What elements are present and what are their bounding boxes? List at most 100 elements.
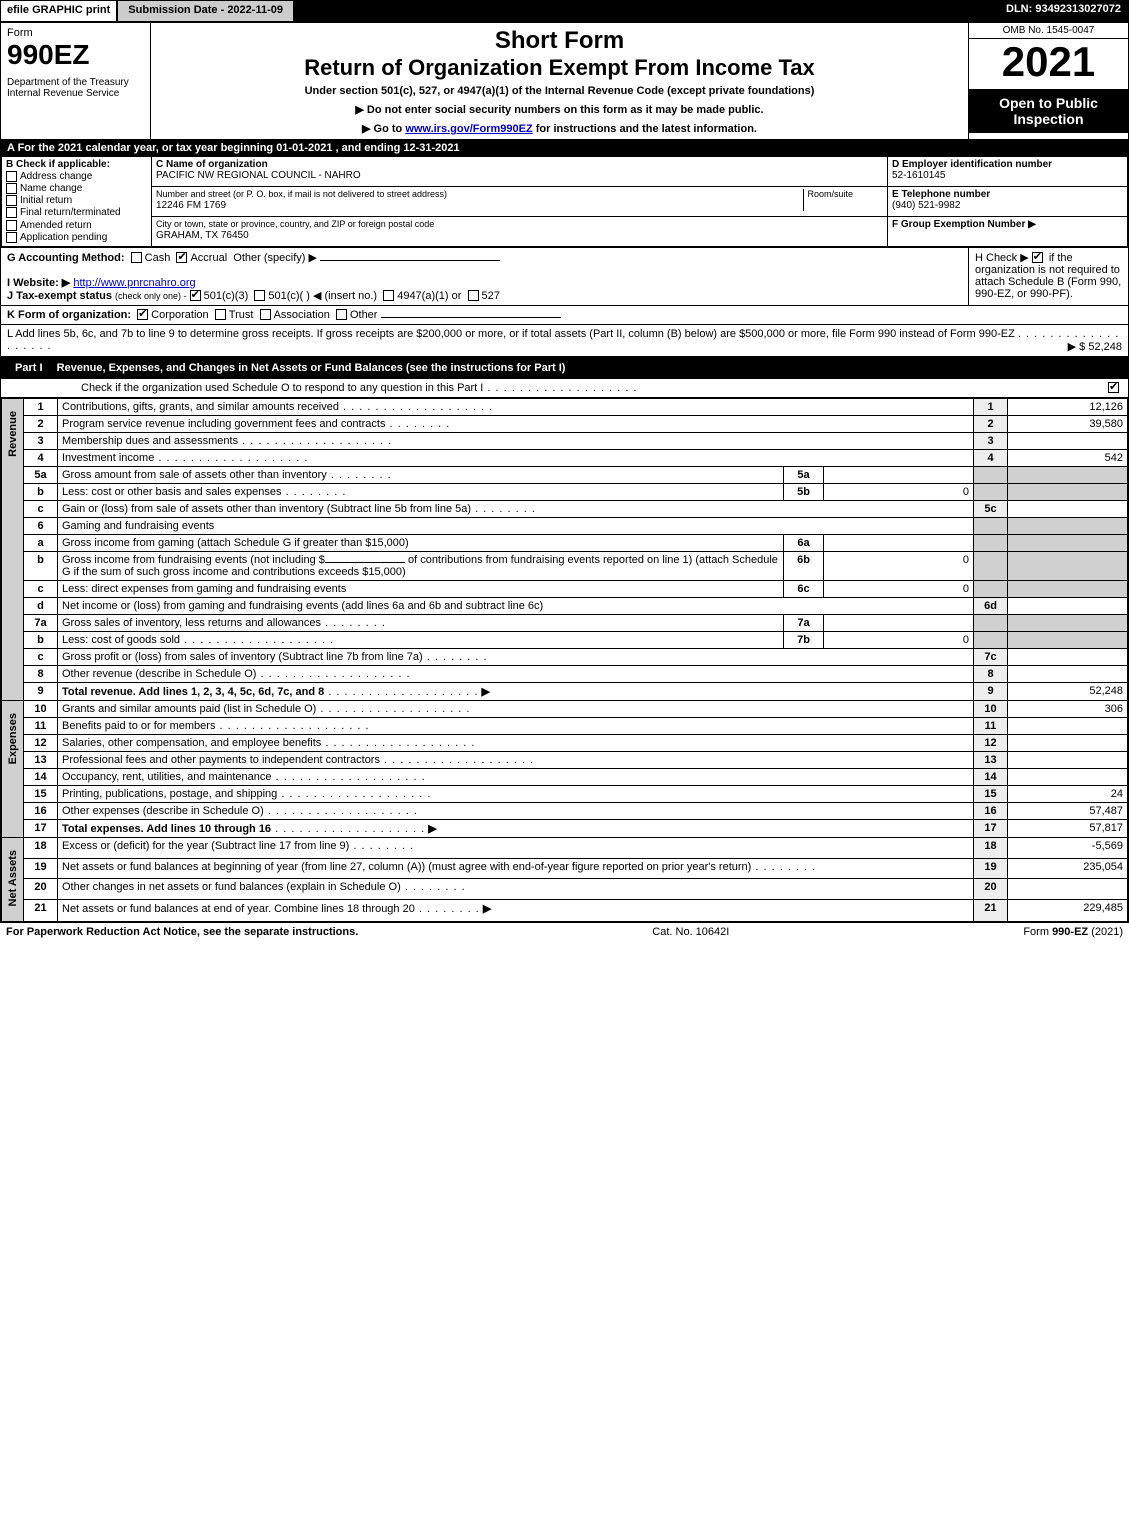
g-cash-check[interactable]: [131, 252, 142, 263]
line-14-num: 14: [24, 768, 58, 785]
omb-number: OMB No. 1545-0047: [969, 23, 1128, 39]
line-3-rv: [1008, 432, 1128, 449]
line-7c-rv: [1008, 648, 1128, 665]
g-other: Other (specify) ▶: [233, 252, 317, 264]
g-accrual: Accrual: [190, 252, 227, 264]
k-assoc-check[interactable]: [260, 309, 271, 320]
line-6-desc: Gaming and fundraising events: [58, 517, 974, 534]
website-link[interactable]: http://www.pnrcnahro.org: [73, 277, 195, 289]
b-opt-final[interactable]: Final return/terminated: [6, 207, 147, 218]
k-other: Other: [350, 309, 378, 321]
org-name: PACIFIC NW REGIONAL COUNCIL - NAHRO: [156, 170, 361, 181]
l-amount: ▶ $ 52,248: [1068, 340, 1122, 353]
line-7b-desc: Less: cost of goods sold: [58, 631, 784, 648]
line-8-rv: [1008, 665, 1128, 682]
line-6c-num: c: [24, 580, 58, 597]
form-table: Form 990EZ Department of the Treasury In…: [0, 22, 1129, 923]
efile-print[interactable]: efile GRAPHIC print: [0, 0, 117, 22]
line-3-num: 3: [24, 432, 58, 449]
dln: DLN: 93492313027072: [294, 0, 1129, 22]
h-check[interactable]: [1032, 252, 1043, 263]
line-15-num: 15: [24, 785, 58, 802]
line-1-rn: 1: [974, 398, 1008, 415]
main-title: Return of Organization Exempt From Incom…: [159, 55, 960, 81]
line-7b-sv: 0: [824, 631, 974, 648]
line-17-rv: 57,817: [1008, 819, 1128, 837]
line-19-num: 19: [24, 858, 58, 879]
g-cell: G Accounting Method: Cash Accrual Other …: [1, 247, 969, 305]
line-9-desc: Total revenue. Add lines 1, 2, 3, 4, 5c,…: [58, 682, 974, 700]
line-6c-sn: 6c: [784, 580, 824, 597]
line-2-desc: Program service revenue including govern…: [58, 415, 974, 432]
line-12-rv: [1008, 734, 1128, 751]
j-4947-check[interactable]: [383, 290, 394, 301]
k-trust-check[interactable]: [215, 309, 226, 320]
j-label: J Tax-exempt status: [7, 290, 112, 302]
b-label: B Check if applicable:: [6, 159, 110, 170]
line-7c-rn: 7c: [974, 648, 1008, 665]
line-10-rv: 306: [1008, 700, 1128, 717]
form-number: 990EZ: [7, 39, 144, 71]
k-label: K Form of organization:: [7, 309, 131, 321]
line-13-desc: Professional fees and other payments to …: [58, 751, 974, 768]
c-street-label: Number and street (or P. O. box, if mail…: [156, 189, 447, 199]
f-cell: F Group Exemption Number ▶: [888, 216, 1128, 246]
part-i-checkbox[interactable]: [1108, 382, 1119, 393]
line-2-rv: 39,580: [1008, 415, 1128, 432]
line-19-rv: 235,054: [1008, 858, 1128, 879]
line-16-desc: Other expenses (describe in Schedule O): [58, 802, 974, 819]
b-opt-pending[interactable]: Application pending: [6, 232, 147, 243]
line-7a-sv: [824, 614, 974, 631]
line-11-rn: 11: [974, 717, 1008, 734]
phone: (940) 521-9982: [892, 200, 960, 211]
g-accrual-check[interactable]: [176, 252, 187, 263]
street: 12246 FM 1769: [156, 200, 226, 211]
b-opt-address[interactable]: Address change: [6, 171, 147, 182]
line-10-rn: 10: [974, 700, 1008, 717]
line-13-num: 13: [24, 751, 58, 768]
line-12-desc: Salaries, other compensation, and employ…: [58, 734, 974, 751]
line-6b-num: b: [24, 551, 58, 580]
goto-link-line: ▶ Go to www.irs.gov/Form990EZ for instru…: [159, 122, 960, 135]
b-opt-initial[interactable]: Initial return: [6, 195, 147, 206]
warning-ssn: ▶ Do not enter social security numbers o…: [159, 103, 960, 116]
b-opt-amended[interactable]: Amended return: [6, 220, 147, 231]
e-label: E Telephone number: [892, 189, 990, 200]
line-8-rn: 8: [974, 665, 1008, 682]
i-label: I Website: ▶: [7, 277, 70, 289]
j-a: 501(c)(3): [204, 290, 249, 302]
g-label: G Accounting Method:: [7, 252, 125, 264]
line-4-rn: 4: [974, 449, 1008, 466]
j-501c-check[interactable]: [254, 290, 265, 301]
line-2-rn: 2: [974, 415, 1008, 432]
d-cell: D Employer identification number 52-1610…: [888, 157, 1128, 187]
l-row: L Add lines 5b, 6c, and 7b to line 9 to …: [1, 324, 1129, 356]
city: GRAHAM, TX 76450: [156, 230, 249, 241]
netassets-side-label: Net Assets: [2, 837, 24, 921]
line-4-num: 4: [24, 449, 58, 466]
lines-table: Revenue 1 Contributions, gifts, grants, …: [1, 398, 1128, 922]
j-527-check[interactable]: [468, 290, 479, 301]
line-6b-sv: 0: [824, 551, 974, 580]
line-20-num: 20: [24, 879, 58, 900]
form-label: Form: [7, 27, 144, 39]
j-501c3-check[interactable]: [190, 290, 201, 301]
part-i-check-text: Check if the organization used Schedule …: [81, 382, 483, 394]
j-b: 501(c)( ) ◀ (insert no.): [268, 290, 377, 302]
line-17-num: 17: [24, 819, 58, 837]
line-15-desc: Printing, publications, postage, and shi…: [58, 785, 974, 802]
line-11-num: 11: [24, 717, 58, 734]
line-6a-desc: Gross income from gaming (attach Schedul…: [58, 534, 784, 551]
line-5a-shade: [974, 466, 1008, 483]
b-opt-name[interactable]: Name change: [6, 183, 147, 194]
ein: 52-1610145: [892, 170, 945, 181]
k-other-check[interactable]: [336, 309, 347, 320]
open-inspection: Open to Public Inspection: [969, 89, 1128, 133]
c-name-label: C Name of organization: [156, 159, 268, 170]
line-6d-num: d: [24, 597, 58, 614]
revenue-side-label: Revenue: [2, 398, 24, 700]
line-7a-desc: Gross sales of inventory, less returns a…: [58, 614, 784, 631]
irs-link[interactable]: www.irs.gov/Form990EZ: [405, 123, 532, 135]
k-corp-check[interactable]: [137, 309, 148, 320]
header-right: OMB No. 1545-0047 2021 Open to Public In…: [969, 23, 1129, 140]
